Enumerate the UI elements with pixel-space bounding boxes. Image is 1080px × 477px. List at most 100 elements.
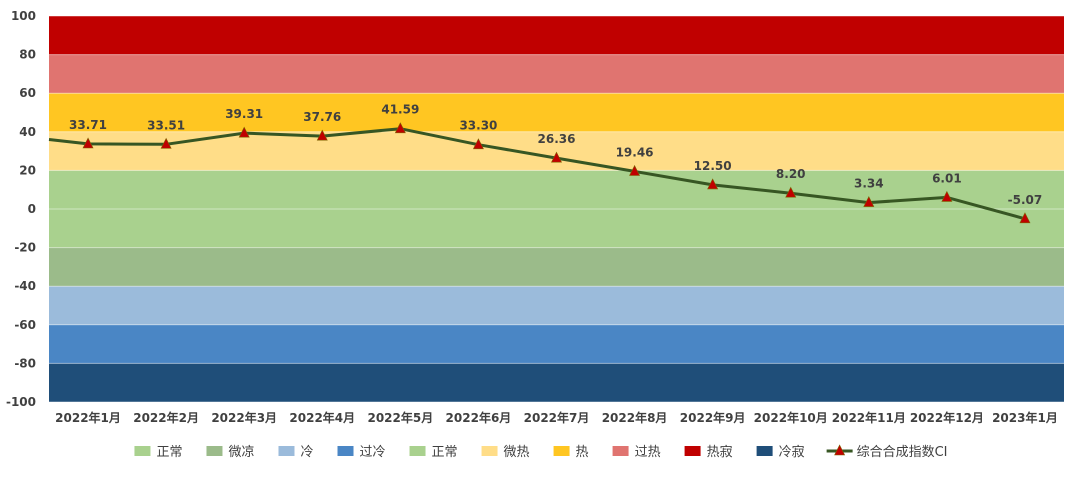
band-0 <box>49 363 1064 402</box>
band-3 <box>49 247 1064 287</box>
legend-label-0: 正常 <box>156 445 182 460</box>
x-tick-label-6: 2022年7月 <box>524 410 590 425</box>
x-tick-label-9: 2022年10月 <box>754 410 828 425</box>
band-8 <box>49 16 1064 55</box>
y-tick-label-10: -100 <box>6 395 36 409</box>
y-axis: 100 80 60 40 20 0 -20 -40 -60 -80 -100 <box>6 9 36 409</box>
y-tick-label-4: 20 <box>19 163 36 177</box>
band-2 <box>49 286 1064 325</box>
data-point-12 <box>1019 212 1031 224</box>
x-tick-label-12: 2023年1月 <box>992 410 1058 425</box>
legend-item-5: 微热 <box>481 445 530 460</box>
data-point-7 <box>629 164 641 176</box>
legend-item-10: 综合合成指数CI <box>826 444 948 460</box>
data-point-0 <box>82 137 94 149</box>
band-1 <box>49 324 1064 364</box>
legend-label-7: 过热 <box>635 445 661 460</box>
x-tick-label-5: 2022年6月 <box>446 410 512 425</box>
data-label-12: -5.07 <box>1008 193 1043 207</box>
bands-layer <box>49 16 1064 402</box>
data-point-6 <box>551 151 562 163</box>
legend-swatch-5 <box>481 446 498 456</box>
legend-label-1: 微凉 <box>228 445 254 460</box>
data-point-5 <box>472 138 484 150</box>
x-tick-label-7: 2022年8月 <box>602 410 668 425</box>
x-axis: 2022年1月 2022年2月 2022年3月 2022年4月 2022年5月 2022年… <box>55 410 1058 425</box>
legend-swatch-2 <box>278 446 295 456</box>
legend-swatch-8 <box>684 446 701 456</box>
data-label-9: 8.20 <box>776 167 806 181</box>
legend-swatch-1 <box>206 446 223 456</box>
legend-swatch-7 <box>612 446 629 456</box>
legend-swatch-9 <box>756 446 773 456</box>
data-label-6: 26.36 <box>538 132 576 146</box>
legend-swatch-6 <box>553 446 570 456</box>
legend-item-8: 热寂 <box>684 444 733 460</box>
data-label-1: 33.51 <box>147 118 185 132</box>
legend-label-4: 正常 <box>432 445 458 460</box>
legend-item-9: 冷寂 <box>756 444 805 460</box>
y-tick-label-7: -40 <box>14 279 36 293</box>
data-point-10 <box>863 196 875 207</box>
legend-label-10: 综合合成指数CI <box>857 445 948 460</box>
data-point-4 <box>394 122 406 134</box>
y-tick-label-5: 0 <box>28 202 36 216</box>
data-label-8: 12.50 <box>694 159 732 173</box>
legend: 正常 微凉 冷 过冷 正常 微热 热 过热 热寂 冷寂 综合合成指数CI <box>134 444 948 460</box>
y-tick-label-2: 60 <box>19 86 36 100</box>
band-6 <box>49 93 1064 132</box>
y-tick-label-3: 40 <box>19 125 36 139</box>
data-label-2: 39.31 <box>225 107 263 121</box>
legend-label-5: 微热 <box>504 445 530 460</box>
data-point-8 <box>707 178 719 190</box>
y-tick-label-9: -80 <box>14 356 36 370</box>
x-tick-label-10: 2022年11月 <box>832 410 906 425</box>
data-label-0: 33.71 <box>69 118 107 132</box>
band-4 <box>49 170 1064 248</box>
data-label-10: 3.34 <box>854 177 884 191</box>
legend-item-2: 冷 <box>278 445 314 460</box>
legend-swatch-4 <box>409 446 426 456</box>
legend-label-2: 冷 <box>300 445 313 460</box>
data-label-5: 33.30 <box>459 119 497 133</box>
legend-label-8: 热寂 <box>707 444 733 460</box>
data-label-4: 41.59 <box>381 103 419 117</box>
y-tick-label-6: -20 <box>14 241 36 255</box>
series-line-0 <box>48 127 1026 221</box>
grid-layer <box>49 15 1064 403</box>
legend-label-9: 冷寂 <box>779 444 805 460</box>
y-tick-label-8: -60 <box>14 318 36 332</box>
x-tick-label-8: 2022年9月 <box>680 410 746 425</box>
data-point-9 <box>785 186 797 198</box>
data-label-11: 6.01 <box>932 171 962 185</box>
x-tick-label-4: 2022年5月 <box>367 410 433 425</box>
legend-swatch-3 <box>337 446 354 456</box>
x-tick-label-2: 2022年3月 <box>211 410 277 425</box>
legend-item-6: 热 <box>553 445 589 460</box>
data-point-1 <box>160 137 172 149</box>
legend-marker-icon <box>834 444 846 456</box>
x-tick-label-11: 2022年12月 <box>910 410 984 425</box>
y-tick-label-0: 100 <box>11 9 36 23</box>
legend-item-1: 微凉 <box>206 445 254 460</box>
legend-swatch-0 <box>134 446 151 456</box>
data-point-11 <box>941 190 953 202</box>
x-tick-label-1: 2022年2月 <box>133 410 199 425</box>
x-tick-label-3: 2022年4月 <box>289 410 355 425</box>
data-point-2 <box>238 126 250 138</box>
data-labels-layer: 33.71 33.51 39.31 37.76 41.59 33.30 26.36 19.46… <box>69 103 1042 207</box>
legend-item-7: 过热 <box>612 445 661 460</box>
legend-label-6: 热 <box>576 445 589 460</box>
y-tick-label-1: 80 <box>19 48 36 62</box>
legend-label-3: 过冷 <box>360 445 386 460</box>
series-layer <box>48 122 1031 224</box>
legend-item-4: 正常 <box>409 445 458 460</box>
data-label-7: 19.46 <box>616 145 654 159</box>
data-point-3 <box>316 129 328 141</box>
band-7 <box>49 54 1064 94</box>
x-tick-label-0: 2022年1月 <box>55 410 121 425</box>
data-label-3: 37.76 <box>303 110 341 124</box>
legend-item-3: 过冷 <box>337 445 386 460</box>
